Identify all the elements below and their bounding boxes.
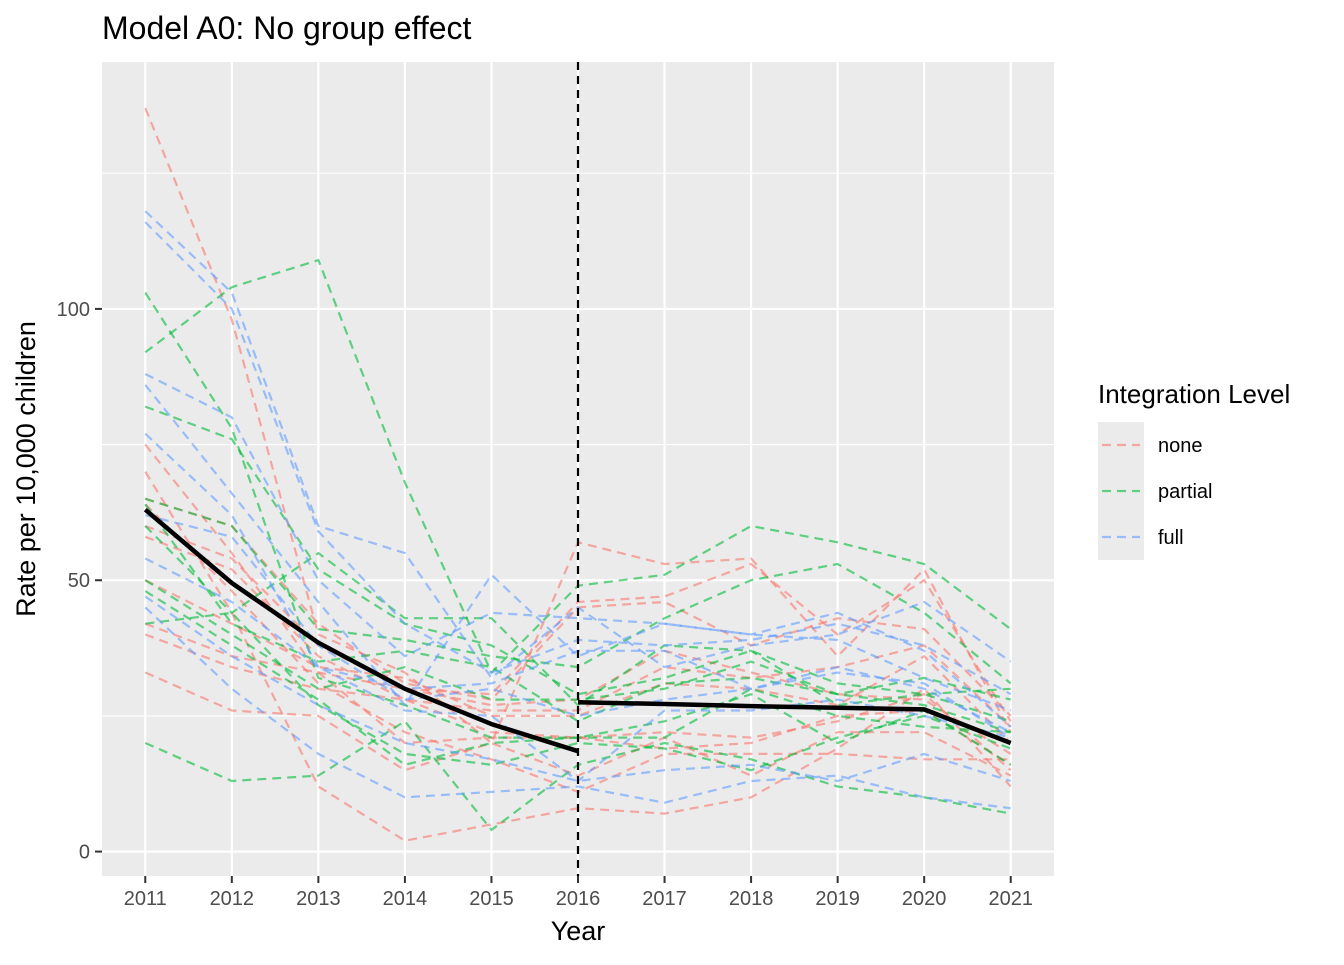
major-gridlines (102, 62, 1054, 876)
fit-line-post (577, 700, 1012, 746)
x-tick-label: 2021 (988, 888, 1033, 910)
x-tick-label: 2015 (469, 888, 514, 910)
x-tick-label: 2016 (556, 888, 601, 910)
legend-label-none: none (1158, 435, 1203, 457)
model-fit-lines (143, 507, 1012, 754)
series-line-partial (144, 525, 1011, 707)
x-tick-label: 2011 (124, 888, 167, 910)
x-tick-label: 2017 (642, 888, 687, 910)
series-line-partial (144, 503, 1012, 734)
legend-label-partial: partial (1158, 481, 1212, 503)
series-line-full (145, 514, 1012, 734)
legend-label-full: full (1158, 527, 1184, 549)
series-line-full (144, 595, 1012, 783)
series-line-full (144, 384, 1012, 712)
chart-title: Model A0: No group effect (102, 10, 472, 46)
series-line-full (144, 210, 1012, 680)
series-line-full (144, 606, 1011, 810)
x-axis-label: Year (551, 916, 606, 946)
x-tick-label: 2019 (815, 888, 860, 910)
series-line-full (144, 373, 1012, 728)
y-tick-label: 100 (57, 299, 90, 321)
x-tick-label: 2012 (210, 888, 255, 910)
y-axis-label: Rate per 10,000 children (11, 321, 41, 617)
legend: Integration Level none partial full (1098, 379, 1290, 560)
series-line-partial (145, 611, 1012, 772)
y-tick-label: 0 (79, 842, 90, 864)
x-tick-label: 2014 (383, 888, 428, 910)
legend-title: Integration Level (1098, 379, 1290, 409)
fit-line-pre (143, 507, 579, 754)
x-tick-label: 2013 (296, 888, 341, 910)
x-tick-label: 2018 (729, 888, 774, 910)
x-tick-label: 2020 (902, 888, 947, 910)
series-line-partial (144, 405, 1012, 723)
axes: 0 50 100 2011 2012 2013 2014 2015 2016 2017 2018 20… (57, 299, 1033, 910)
legend-items: none partial full (1098, 422, 1212, 560)
y-tick-label: 50 (68, 570, 90, 592)
